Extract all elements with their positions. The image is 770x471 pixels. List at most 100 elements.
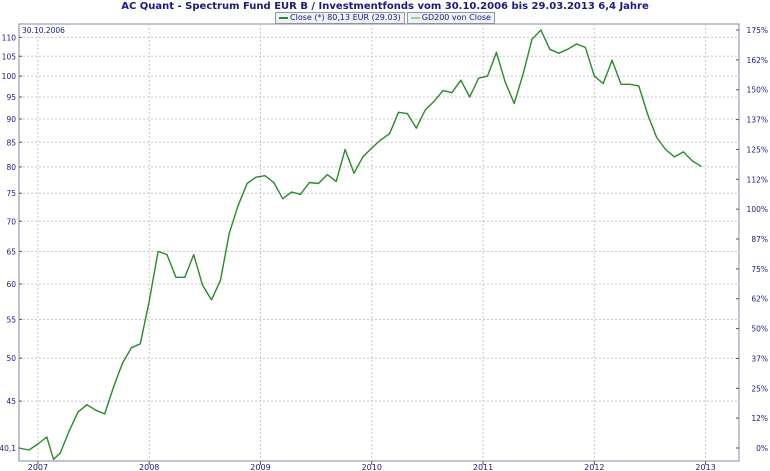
data-point [424, 109, 426, 111]
data-point [513, 102, 515, 105]
y2-tick-label: 150% [747, 86, 768, 95]
data-point [175, 276, 177, 278]
data-point [602, 82, 604, 85]
data-point [184, 276, 186, 278]
y2-tick-label: 100% [747, 205, 768, 214]
y-tick-label: 110 [2, 33, 17, 42]
x-axis: 2007 2008 2009 2010 2011 2012 2013 [28, 461, 716, 471]
y-axis-right: 0% 12% 25% 37% 50% 62% 75% 87% 100% 112% 125% 137% 1… [736, 26, 768, 453]
y2-tick-label: 12% [751, 414, 768, 423]
chart-title: AC Quant - Spectrum Fund EUR B / Investm… [121, 1, 649, 12]
data-point [477, 77, 480, 79]
data-point [299, 193, 302, 195]
data-point [486, 75, 489, 77]
data-point [673, 156, 676, 158]
y-tick-label: 45 [6, 397, 16, 406]
data-point [656, 136, 658, 139]
y-tick-label: 90 [6, 115, 16, 124]
legend-label-close: Close (*) 80,13 EUR (29.03) [290, 13, 401, 22]
data-point [166, 253, 168, 256]
y-tick-label: 65 [6, 247, 16, 256]
data-point [282, 198, 284, 200]
y-tick-label: 80 [6, 163, 16, 172]
y2-tick-label: 25% [751, 384, 768, 393]
y2-tick-label: 175% [747, 26, 768, 35]
data-point [344, 148, 346, 151]
y-tick-label: 50 [6, 354, 16, 363]
data-point [18, 447, 20, 449]
data-point [112, 386, 115, 388]
series-line-close [18, 29, 702, 460]
y-tick-label: 55 [6, 315, 16, 324]
x-tick-label: 2012 [584, 463, 604, 471]
data-point [584, 46, 587, 49]
data-point [237, 204, 239, 206]
data-point [317, 182, 319, 185]
y2-tick-label: 87% [751, 235, 768, 244]
data-point [335, 180, 337, 183]
y2-tick-label: 62% [751, 295, 768, 304]
data-point [46, 436, 48, 438]
x-tick-label: 2008 [139, 463, 159, 471]
y2-tick-label: 0% [756, 444, 768, 453]
data-point [593, 75, 595, 77]
data-point [611, 59, 613, 61]
data-point [228, 232, 230, 234]
data-point [638, 85, 640, 87]
data-point [28, 449, 30, 451]
y-tick-label: 70 [6, 217, 16, 226]
legend-label-gd200: GD200 von Close [421, 13, 491, 22]
y2-tick-label: 75% [751, 265, 768, 274]
data-point [326, 174, 328, 176]
y-axis-left: 45 50 55 60 65 70 75 80 85 90 95 100 105 110 40,1 [0, 33, 22, 453]
data-point [255, 176, 257, 178]
x-tick-label: 2013 [695, 463, 715, 471]
plot-area [18, 23, 740, 462]
data-point [157, 250, 159, 253]
data-point [406, 113, 408, 115]
data-point [77, 411, 79, 413]
grid [19, 24, 739, 461]
data-point [139, 343, 141, 345]
data-point [59, 452, 61, 454]
data-point [273, 181, 275, 184]
data-point [451, 92, 453, 94]
data-point [121, 362, 124, 364]
y-tick-label: 95 [6, 93, 16, 102]
data-point [567, 48, 569, 50]
data-point [37, 443, 39, 445]
data-point [353, 172, 355, 174]
y-tick-label: 100 [2, 72, 17, 81]
y-min-label: 40,1 [0, 444, 16, 453]
data-point [130, 347, 132, 349]
data-point [558, 52, 560, 54]
data-point [691, 160, 693, 162]
x-tick-label: 2010 [362, 463, 382, 471]
data-point [397, 111, 400, 113]
data-point [210, 299, 213, 301]
legend-swatch-gd200 [410, 17, 420, 19]
x-tick-label: 2007 [28, 463, 48, 471]
data-point [700, 165, 702, 167]
data-point [68, 430, 70, 432]
data-point [202, 284, 204, 286]
legend: Close (*) 80,13 EUR (29.03) GD200 von Cl… [0, 12, 770, 24]
y2-tick-label: 112% [747, 175, 768, 184]
data-point [682, 151, 684, 153]
data-point [148, 300, 150, 302]
data-point [575, 43, 578, 45]
data-point [647, 113, 649, 116]
data-point [415, 127, 417, 129]
data-point [522, 73, 524, 75]
x-tick-label: 2011 [473, 463, 493, 471]
y2-tick-label: 37% [751, 354, 768, 363]
data-point [664, 148, 667, 151]
data-point [460, 79, 462, 81]
y2-tick-label: 50% [751, 325, 768, 334]
y-tick-label: 85 [6, 138, 16, 147]
x-tick-label: 2009 [250, 463, 270, 471]
data-point [433, 100, 435, 102]
data-point [629, 83, 631, 85]
data-point [549, 48, 551, 50]
